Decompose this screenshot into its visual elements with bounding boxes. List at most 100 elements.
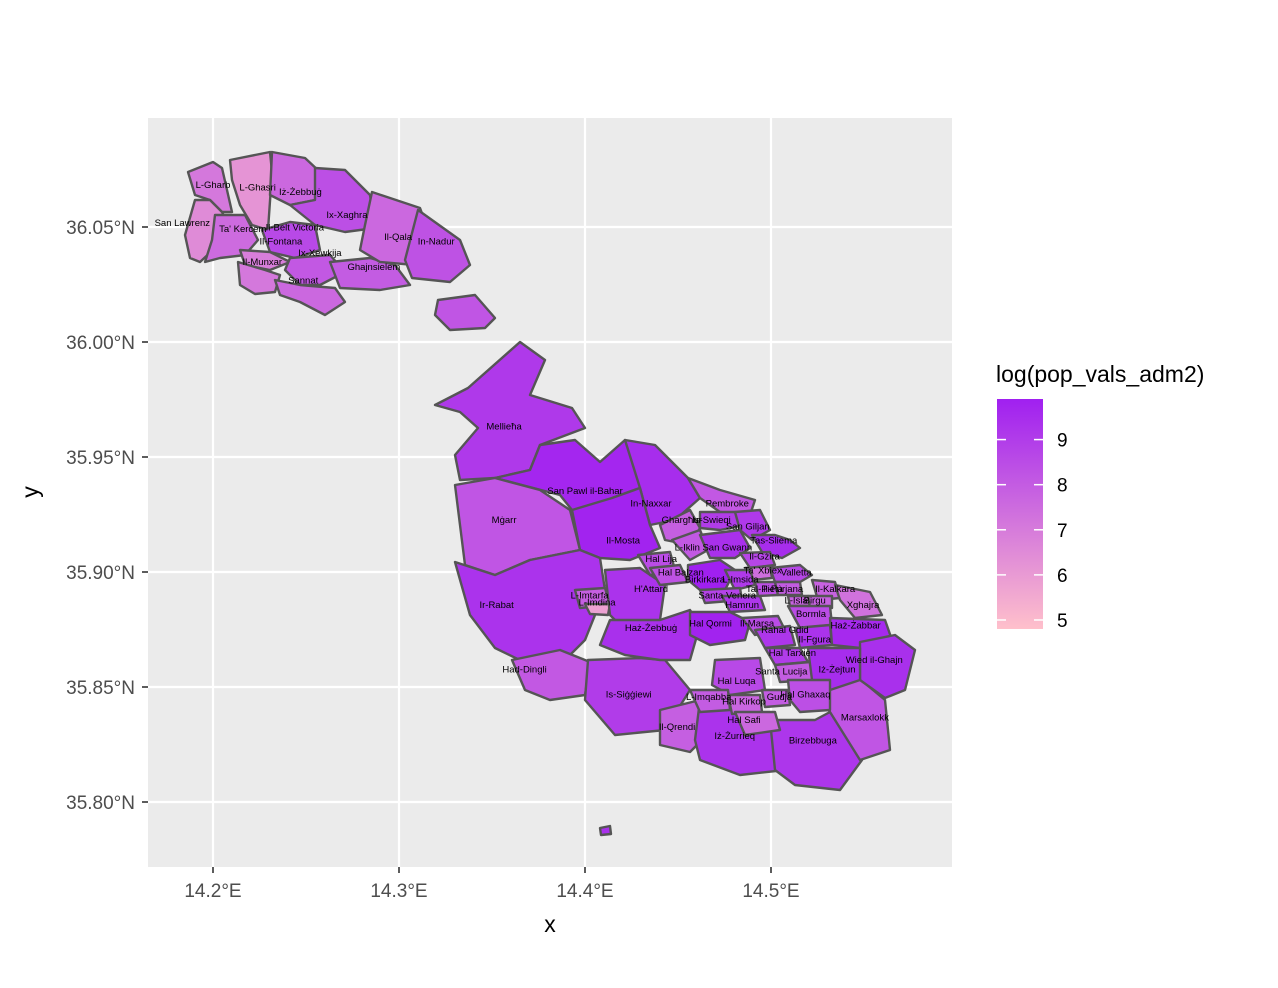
region-label: Ir-Rabat [479,600,514,611]
region-label: Haż-Żabbar [831,621,881,632]
region-label: Hal Tarxien [769,648,816,659]
y-tick-label: 36.00°N [66,333,135,354]
region-label: Ix-Xaghra [326,210,368,221]
region-label: Il-Belt Victoria [266,223,325,234]
region-label: L-Isla [784,595,808,606]
region-label: Is-Swieqi [692,515,731,526]
region-label: Rahal Gdid [761,625,809,636]
region-label: Is-Siġġiewi [606,690,652,701]
region-label: Hal Luqa [718,676,757,687]
region-label: Haż-Żebbuġ [625,623,677,634]
region-label: Il-Munxar [242,257,282,268]
region-label: Mġarr [492,515,517,526]
region-bir-ebbu-a: Birżebbuġa [768,710,864,792]
region-label: Bormla [796,609,827,620]
region-label: Hal Balzan [658,568,704,579]
region-label: San Gwann [702,542,752,553]
region-label: L-Imqabba [686,692,732,703]
region-label: San Lawrenz [155,218,211,229]
region-g-ajnsielem: Għajnsielem [328,256,412,292]
region-ix-xag-ra: Ix-Xagħra [288,166,377,234]
region-label: Il-Fontana [259,236,302,247]
region-labels: L-Gharb L-Ghasri Iż-Żebbuġ Ix-Xaghra San Law… [155,180,903,746]
region-il-gudja: Il-Gudja [760,688,792,709]
region--al-balzan: Ħal Balzan [648,563,690,587]
region-label: L-Imtarfa [571,591,610,602]
region-label: In-Naxxar [630,499,671,510]
region-label: Ta' Xbiex [743,565,782,576]
x-tick-label: 14.5°E [742,881,799,902]
y-tick-label: 35.90°N [66,563,135,584]
region-kemmuna: Kemmuna [433,293,497,332]
legend-ticks: 9 8 7 6 5 [997,431,1068,632]
region-label: Santa Lucija [755,667,808,678]
y-tick-label: 35.80°N [66,793,135,814]
region-label: Birzebbuga [789,736,838,747]
region-label: L-Imdina [579,598,617,609]
region-label: L-Ghasri [239,182,275,193]
region-filfla: Filfla [598,824,613,837]
region-sannat: Sannat [273,278,347,317]
region-label: Il-Mosta [606,535,641,546]
region-label: Ix-Xewkija [298,248,342,259]
region-il-belt-valletta: Il-Belt Valletta [768,563,814,584]
region-label: H'Attard [634,584,668,595]
x-tick-label: 14.2°E [184,881,241,902]
region-label: Gudja [767,692,793,703]
region-label: Birgu [804,595,826,606]
region-label: L-Iklin [675,542,700,553]
region-label: Sannat [288,276,318,287]
region-label: Ghargħur [662,515,702,526]
region-ix-xg-ajra: Ix-Xgħajra [833,583,884,620]
region-label: L-Imsida [722,575,759,586]
region-label: Tal-Pietà [746,584,784,595]
region-label: Il-Qala [384,232,413,243]
region--al-safi: Ħal Safi [733,710,782,737]
y-tick-label: 35.85°N [66,678,135,699]
x-tick-label: 14.3°E [370,881,427,902]
region-il-fontana: Il-Fontana [238,248,292,272]
region-label: Tas-Sliema [750,535,798,546]
x-axis-ticks: 14.2°E 14.3°E 14.4°E 14.5°E [184,867,800,902]
region-label: Il-Fgura [798,634,831,645]
region-label: Santa Venera [699,591,757,602]
legend: log(pop_vals_adm2) 9 8 7 6 5 [996,361,1204,632]
region-label: Iż-Żejtun [819,664,856,675]
region-label: Hal Qormi [689,618,732,629]
region-label: L-Gharb [196,180,231,191]
region--al-qormi: Ħal Qormi [688,610,752,647]
legend-tick-label: 5 [1057,611,1068,632]
region-label: In-Nadur [418,236,455,247]
region-label: Il-Gżira [749,552,780,563]
region-il-munxar: Il-Munxar [236,260,282,296]
region-label: Hal Lija [645,554,677,565]
region-is-swieqi: Is-Swieqi [698,510,747,532]
region-il-g-ira: Il-Gżira [738,550,777,570]
region-label: Marsaxlokk [841,713,889,724]
region-label: Wied il-Ghajn [846,655,903,666]
legend-tick-label: 9 [1057,431,1068,452]
region-label: Iż-Żurrieq [714,731,755,742]
region-l-g-asri: L-Għasri [228,150,274,232]
legend-tick-label: 6 [1057,566,1068,587]
y-axis-ticks: 35.80°N 35.85°N 35.90°N 35.95°N 36.00°N 36.05… [66,218,148,814]
region-label: Valletta [781,568,813,579]
region--a-ebbu-: Ħaż-Żebbuġ [598,608,702,662]
region-label: Ta' Kerċem [219,224,266,235]
region-label: Iż-Żebbuġ [279,187,322,198]
region-il-amrun: Il-Ħamrun [720,594,767,614]
region-label: Hal Ghaxaq [780,690,830,701]
legend-tick-label: 8 [1057,476,1068,497]
region-ra-al-did: Raħal Ġdid [753,624,797,650]
region-label: San Pawl il-Bahar [547,486,623,497]
region-label: Mellieħa [486,422,522,433]
legend-tick-label: 7 [1057,521,1068,542]
y-tick-label: 36.05°N [66,218,135,239]
region-label: Il-Furjana [763,584,804,595]
region-l-g-arb: L-Għarb [186,160,234,214]
region-label: Ghajnsielem [347,262,400,273]
region-label: Pembroke [706,499,749,510]
region-label: Hamrun [725,600,759,611]
